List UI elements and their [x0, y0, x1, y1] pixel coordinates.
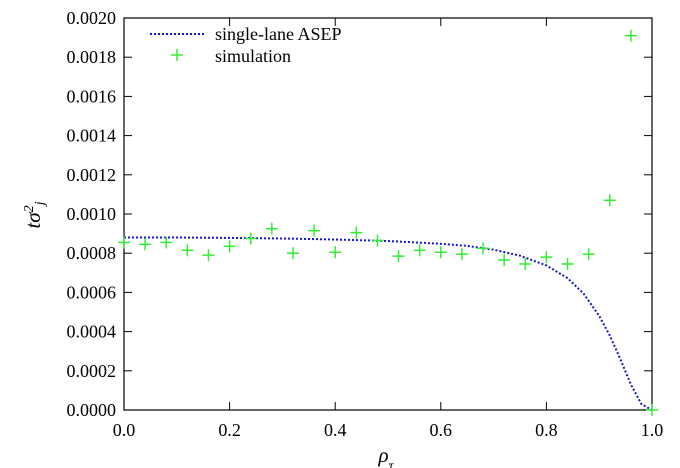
- simulation-point: [624, 29, 637, 42]
- y-tick-label: 0.0002: [67, 361, 117, 381]
- y-axis-title: tσ2j: [21, 201, 48, 228]
- y-tick-label: 0.0018: [67, 47, 117, 67]
- y-tick-label: 0.0008: [67, 243, 117, 263]
- axis-ticks: 0.0 0.2 0.4 0.6 0.8 1.0 0.0000 0.0002 0.0004 0.00…: [67, 8, 664, 440]
- simulation-point: [265, 222, 278, 235]
- simulation-point: [561, 257, 574, 270]
- simulation-point: [118, 236, 130, 249]
- x-tick-label: 0.0: [113, 420, 136, 440]
- y-tick-label: 0.0020: [67, 8, 117, 28]
- simulation-point: [160, 236, 173, 249]
- legend: single-lane ASEP simulation: [150, 24, 342, 66]
- y-tick-label: 0.0006: [67, 282, 117, 302]
- x-tick-label: 1.0: [641, 420, 664, 440]
- simulation-point: [540, 251, 553, 264]
- simulation-point: [202, 249, 215, 262]
- legend-label-simulation: simulation: [215, 46, 291, 66]
- simulation-point: [413, 244, 426, 257]
- x-tick-label: 0.8: [535, 420, 558, 440]
- simulation-point: [477, 242, 490, 255]
- plot-frame: [123, 17, 653, 411]
- simulation-point: [139, 238, 152, 251]
- series-line-asep: [124, 236, 653, 411]
- x-tick-label: 0.6: [430, 420, 453, 440]
- simulation-point: [223, 240, 236, 253]
- y-tick-label: 0.0004: [67, 322, 117, 342]
- simulation-point: [455, 248, 468, 261]
- simulation-point: [603, 194, 616, 207]
- simulation-point: [646, 404, 658, 416]
- y-tick-label: 0.0010: [67, 204, 117, 224]
- legend-plus-sample: [171, 49, 183, 61]
- legend-label-asep: single-lane ASEP: [215, 24, 342, 44]
- x-tick-label: 0.4: [324, 420, 347, 440]
- x-axis-title: ρτ: [377, 443, 394, 468]
- y-tick-label: 0.0016: [67, 86, 117, 106]
- simulation-point: [244, 232, 257, 245]
- simulation-point: [350, 226, 363, 239]
- legend-plus-marker: [171, 49, 183, 61]
- simulation-point: [519, 257, 532, 270]
- simulation-point: [286, 247, 299, 260]
- simulation-point: [498, 254, 511, 267]
- simulation-point: [582, 248, 595, 261]
- simulation-point: [392, 250, 405, 263]
- simulation-point: [371, 234, 384, 247]
- series-layer: [118, 29, 658, 416]
- simulation-point: [181, 244, 194, 257]
- simulation-point: [308, 224, 321, 237]
- y-tick-label: 0.0014: [67, 126, 117, 146]
- simulation-point: [329, 246, 342, 259]
- y-tick-label: 0.0012: [67, 165, 117, 185]
- simulation-point: [434, 246, 447, 259]
- x-tick-label: 0.2: [218, 420, 241, 440]
- y-tick-label: 0.0000: [67, 400, 117, 420]
- plot-area: [123, 17, 653, 411]
